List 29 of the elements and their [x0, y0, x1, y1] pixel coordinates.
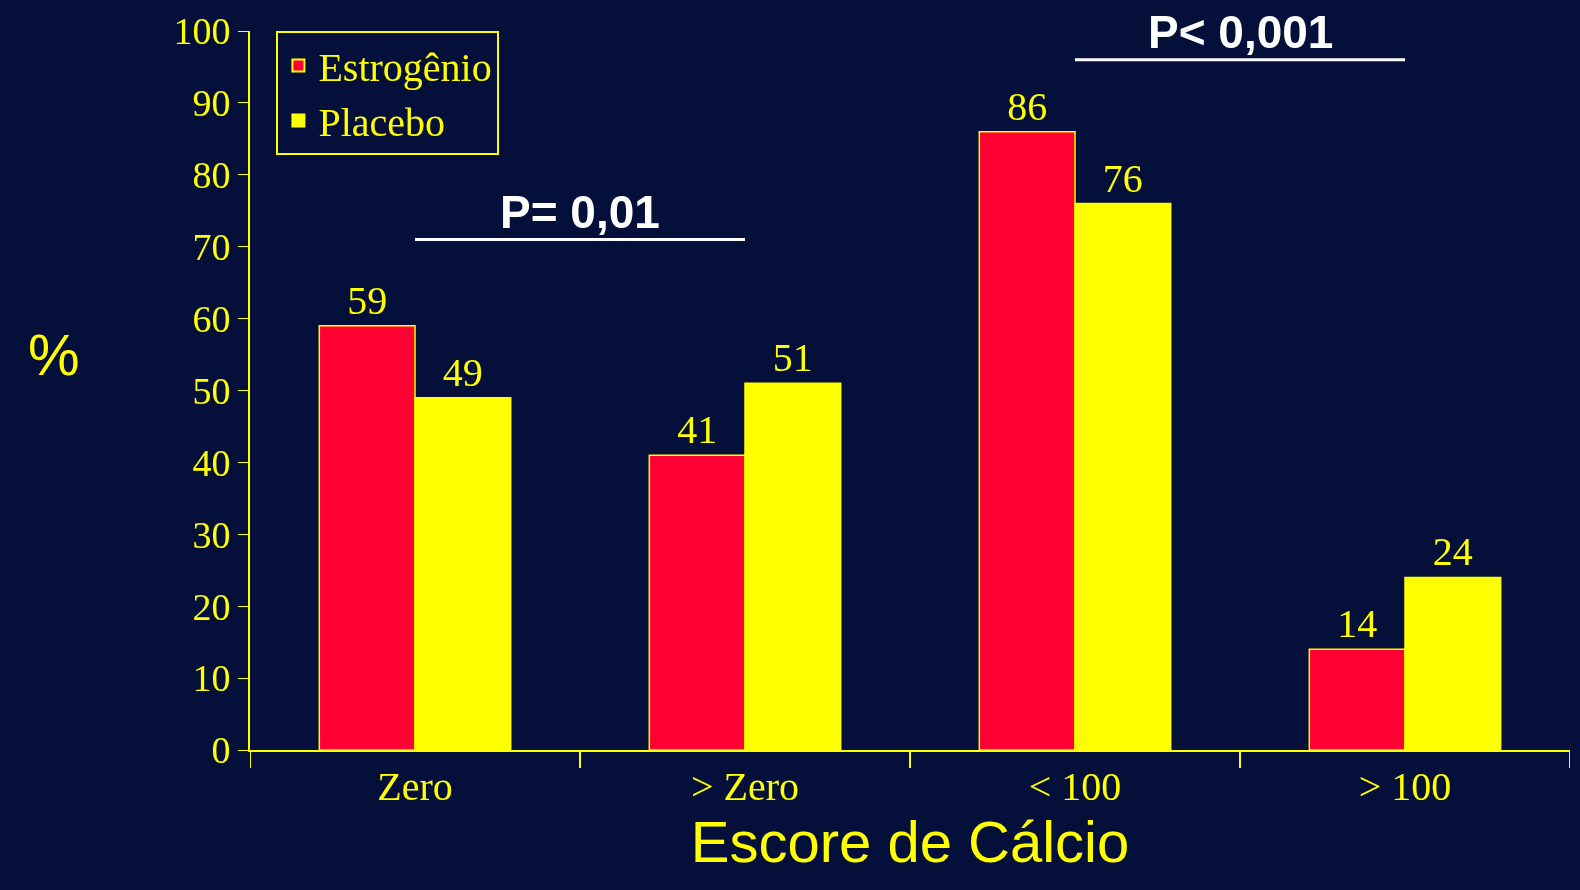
y-tick-label: 10 — [192, 657, 231, 700]
x-tick-label: Zero — [377, 764, 453, 809]
y-tick-label: 80 — [192, 154, 231, 197]
data-label: 76 — [1102, 155, 1143, 201]
y-tick-label: 70 — [192, 226, 231, 268]
y-tick-label: 90 — [192, 82, 231, 125]
y-axis-title: % — [28, 322, 80, 387]
y-tick-label: 0 — [211, 729, 231, 772]
annotation: P= 0,01 — [500, 186, 660, 238]
y-tick-label: 20 — [192, 585, 231, 628]
data-label: 59 — [347, 277, 388, 323]
data-label: 51 — [772, 335, 813, 381]
data-label: 41 — [677, 407, 718, 453]
legend-label: Estrogênio — [318, 45, 492, 91]
data-label: 14 — [1337, 601, 1378, 647]
data-label: 24 — [1432, 529, 1473, 575]
x-tick-label: > 100 — [1358, 764, 1452, 809]
y-tick-label: 100 — [173, 10, 231, 53]
y-tick-label: 50 — [192, 369, 231, 412]
legend-label: Placebo — [318, 100, 446, 146]
y-tick-label: 60 — [192, 297, 231, 340]
x-tick-label: > Zero — [690, 764, 800, 809]
data-label: 49 — [442, 349, 483, 395]
data-label: 86 — [1007, 83, 1048, 129]
y-tick-label: 30 — [192, 513, 231, 556]
x-tick-label: < 100 — [1028, 764, 1122, 809]
y-tick-label: 40 — [192, 441, 231, 484]
x-axis-title: Escore de Cálcio — [690, 809, 1130, 874]
annotation: P< 0,001 — [1148, 6, 1334, 58]
